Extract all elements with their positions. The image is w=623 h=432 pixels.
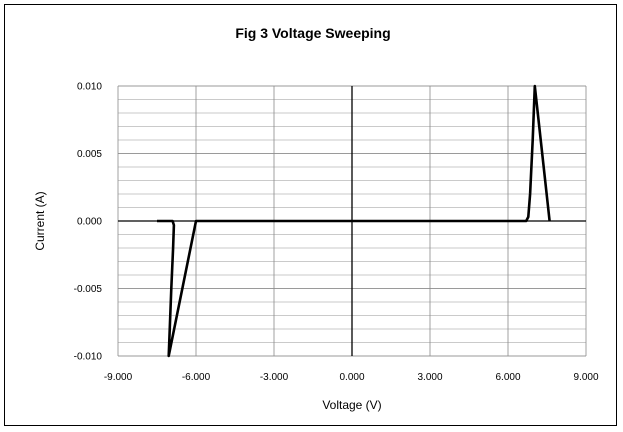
y-tick-label: 0.000 — [77, 217, 102, 228]
x-axis-label: Voltage (V) — [322, 398, 381, 412]
x-tick-label: 0.000 — [339, 372, 364, 383]
series-layer — [157, 84, 551, 358]
y-tick-label: -0.010 — [74, 352, 103, 363]
x-tick-label: -9.000 — [104, 372, 133, 383]
x-tick-label: -6.000 — [182, 372, 211, 383]
series-line — [157, 84, 551, 358]
chart-title: Fig 3 Voltage Sweeping — [235, 25, 390, 41]
y-axis-label: Current (A) — [33, 191, 47, 250]
y-tick-label: 0.005 — [77, 149, 102, 160]
tick-labels: -9.000 -6.000 -3.000 0.000 3.000 6.000 9.000 -0… — [74, 82, 599, 384]
x-tick-label: 6.000 — [495, 372, 520, 383]
y-tick-label: 0.010 — [77, 82, 102, 93]
x-tick-label: 3.000 — [417, 372, 442, 383]
x-tick-label: 9.000 — [573, 372, 598, 383]
x-tick-label: -3.000 — [260, 372, 289, 383]
y-tick-label: -0.005 — [74, 284, 103, 295]
